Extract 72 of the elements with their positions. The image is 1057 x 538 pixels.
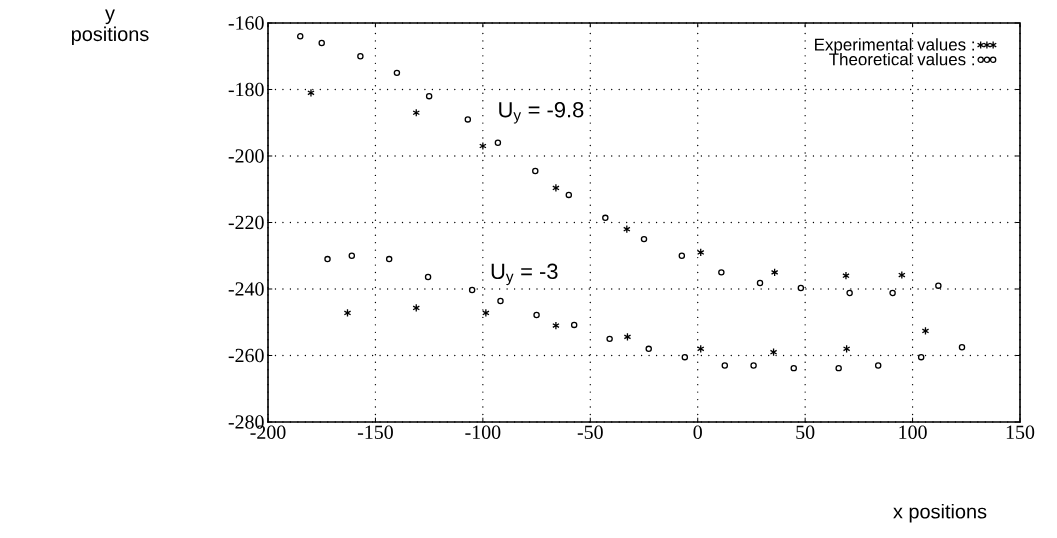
x-tick-label: -100 xyxy=(465,425,501,439)
point xyxy=(623,224,631,234)
point xyxy=(468,286,476,294)
point xyxy=(790,364,797,372)
point xyxy=(874,362,882,369)
point xyxy=(425,92,433,100)
point xyxy=(318,39,325,47)
point xyxy=(921,326,930,336)
point xyxy=(889,289,896,297)
point xyxy=(412,303,421,313)
legend-label: Theoretical values : xyxy=(829,52,974,66)
point xyxy=(464,116,472,123)
point xyxy=(835,364,842,372)
point xyxy=(307,88,315,98)
point xyxy=(552,183,560,193)
legend-label: Experimental values : xyxy=(815,38,974,54)
y-tick-label: -180 xyxy=(228,82,264,97)
x-tick-label: -150 xyxy=(357,425,393,439)
point xyxy=(640,235,648,243)
y-tick-label: -220 xyxy=(228,215,264,230)
x-tick-label: 50 xyxy=(796,425,815,439)
point xyxy=(602,214,609,222)
point xyxy=(769,347,778,357)
point xyxy=(696,248,705,257)
y-tick-label: -200 xyxy=(228,149,264,163)
x-tick-label: 100 xyxy=(899,425,927,439)
point xyxy=(756,279,764,287)
x-axis-title: x positions xyxy=(893,503,987,523)
x-tick-label: -50 xyxy=(577,425,603,439)
point xyxy=(958,343,966,351)
point xyxy=(750,362,757,369)
point xyxy=(842,344,851,354)
point xyxy=(645,345,652,353)
point xyxy=(324,255,331,263)
point xyxy=(479,141,487,151)
point xyxy=(497,297,504,305)
y-tick-label: -260 xyxy=(228,348,264,363)
point xyxy=(842,271,850,280)
point xyxy=(623,332,632,342)
point xyxy=(718,269,725,276)
point xyxy=(482,308,490,318)
point xyxy=(898,270,906,280)
x-tick-label: 0 xyxy=(693,425,702,439)
point xyxy=(770,268,779,277)
point xyxy=(393,69,401,77)
point xyxy=(533,311,540,319)
point xyxy=(385,255,393,263)
point xyxy=(797,284,805,292)
point xyxy=(696,344,705,354)
annotation: U$_{y}$ = -9.8 xyxy=(499,101,584,124)
point xyxy=(343,308,352,318)
y-axis-title: y positions xyxy=(71,9,149,46)
point xyxy=(570,321,578,329)
point xyxy=(935,282,942,289)
y-tick-label: -240 xyxy=(228,282,264,296)
y-tick-label: -160 xyxy=(228,16,264,30)
point xyxy=(681,353,689,361)
point xyxy=(565,191,573,199)
point xyxy=(348,252,356,259)
point xyxy=(846,289,853,297)
point xyxy=(357,53,364,60)
point xyxy=(606,335,613,343)
point xyxy=(424,273,432,281)
point xyxy=(532,167,539,175)
annotation: U$_{y}$ = -3 xyxy=(491,263,558,286)
point xyxy=(494,139,502,146)
point xyxy=(917,353,925,361)
point xyxy=(678,252,686,259)
point xyxy=(412,108,421,118)
x-tick-label: 150 xyxy=(1006,425,1035,439)
point xyxy=(721,362,729,369)
point xyxy=(552,321,560,330)
